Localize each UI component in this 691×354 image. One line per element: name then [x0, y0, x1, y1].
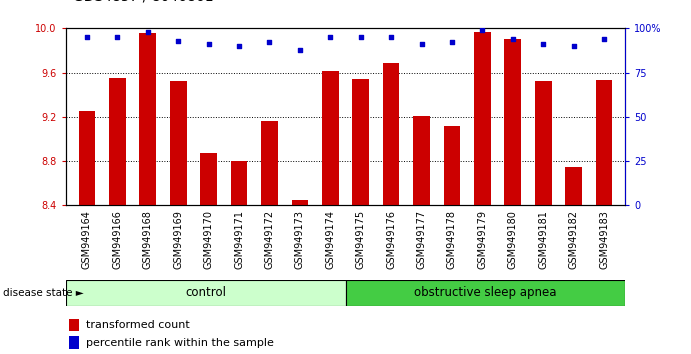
Text: percentile rank within the sample: percentile rank within the sample	[86, 338, 274, 348]
Bar	[352, 79, 369, 205]
Bar	[535, 81, 551, 205]
Point	[507, 36, 518, 42]
Bar	[346, 280, 625, 306]
Bar	[565, 167, 582, 205]
Point	[538, 41, 549, 47]
Text: GDS4857 / 8046861: GDS4857 / 8046861	[73, 0, 214, 4]
Bar	[69, 319, 79, 331]
Point	[598, 36, 609, 42]
Text: disease state ►: disease state ►	[3, 288, 84, 298]
Bar	[444, 126, 460, 205]
Bar	[170, 81, 187, 205]
Point	[568, 43, 579, 49]
Point	[203, 41, 214, 47]
Point	[264, 40, 275, 45]
Bar	[109, 78, 126, 205]
Text: control: control	[185, 286, 226, 299]
Point	[173, 38, 184, 44]
Bar	[474, 32, 491, 205]
Bar	[261, 121, 278, 205]
Text: obstructive sleep apnea: obstructive sleep apnea	[414, 286, 557, 299]
Text: transformed count: transformed count	[86, 320, 190, 330]
Point	[355, 34, 366, 40]
Point	[82, 34, 93, 40]
Bar	[322, 72, 339, 205]
Bar	[596, 80, 612, 205]
Point	[112, 34, 123, 40]
Bar	[79, 111, 95, 205]
Point	[142, 29, 153, 35]
Bar	[383, 63, 399, 205]
Point	[386, 34, 397, 40]
Bar	[413, 116, 430, 205]
Bar	[69, 336, 79, 349]
Point	[446, 40, 457, 45]
Bar	[504, 39, 521, 205]
Bar	[231, 161, 247, 205]
Bar	[292, 200, 308, 205]
Bar	[66, 280, 346, 306]
Bar	[200, 153, 217, 205]
Point	[294, 47, 305, 52]
Point	[325, 34, 336, 40]
Point	[416, 41, 427, 47]
Bar	[140, 33, 156, 205]
Point	[234, 43, 245, 49]
Point	[477, 27, 488, 33]
